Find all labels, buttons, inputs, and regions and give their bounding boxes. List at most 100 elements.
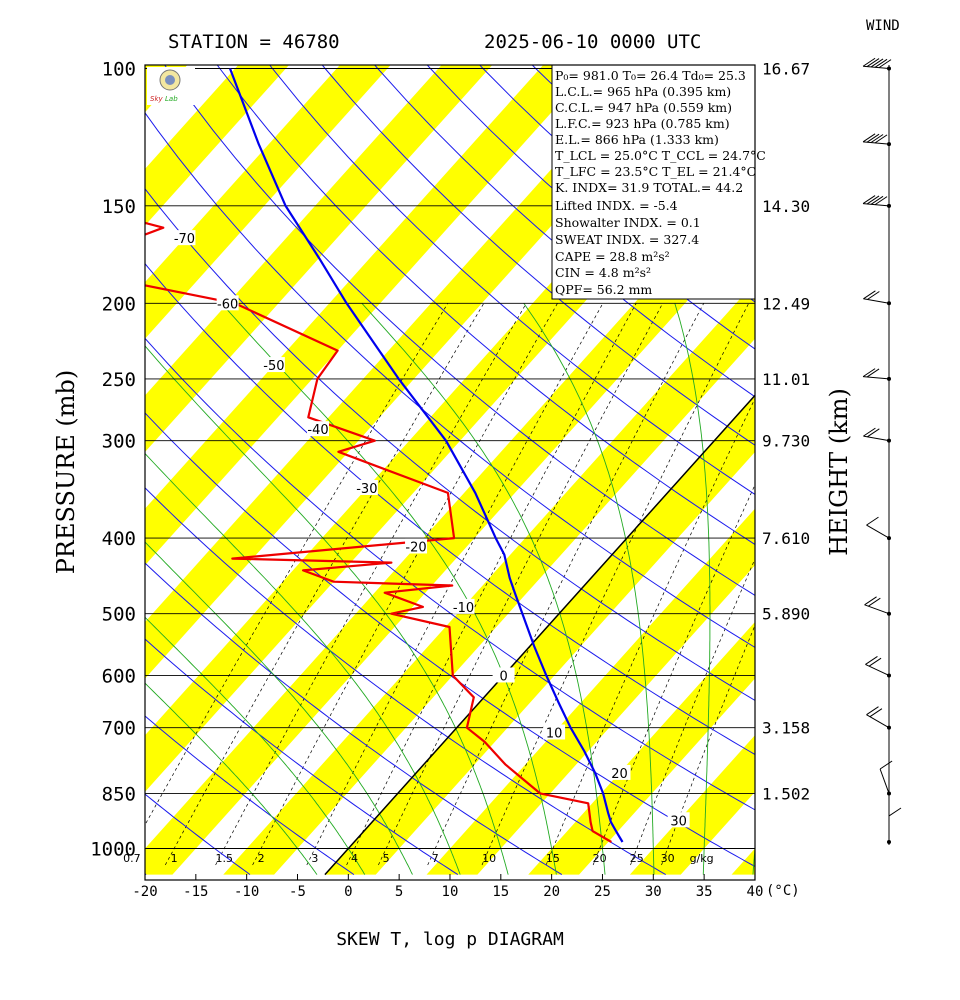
wind-barb-feather xyxy=(862,195,876,205)
height-tick-label: 14.30 xyxy=(762,197,810,216)
isotherm-label: -60 xyxy=(217,297,238,312)
height-tick-label: 1.502 xyxy=(762,784,810,803)
wind-barb-feather xyxy=(867,291,880,300)
wind-barb-feather xyxy=(866,368,880,378)
svg-text:Lab: Lab xyxy=(165,95,178,103)
mixing-ratio-label: 30 xyxy=(661,852,675,865)
mixing-ratio-label: 1 xyxy=(171,852,178,865)
station-title: STATION = 46780 xyxy=(168,31,340,53)
isotherm-label: -20 xyxy=(405,540,426,555)
wind-barb-shaft xyxy=(863,298,890,304)
axis-ticks xyxy=(144,874,756,880)
wind-barb-feather xyxy=(866,706,879,716)
wind-barb-feather xyxy=(878,59,892,69)
mixing-ratio-line xyxy=(164,303,485,866)
wind-barb-shaft xyxy=(865,664,890,676)
isotherm-label: 20 xyxy=(611,767,628,782)
wind-barb-feather xyxy=(862,368,876,378)
dry-adiabat xyxy=(145,187,755,702)
height-tick-label: 7.610 xyxy=(762,529,810,548)
dry-adiabat xyxy=(858,33,960,875)
isotherm-label-bg xyxy=(216,295,239,311)
index-lcl: L.C.L.= 965 hPa (0.395 km) xyxy=(555,84,731,99)
isotherm-label: 10 xyxy=(546,726,563,741)
isotherm-label: -50 xyxy=(263,359,284,374)
isotherm-label-bg xyxy=(405,538,428,554)
temperature-tick-label: 30 xyxy=(645,884,662,900)
temperature-trace xyxy=(228,68,624,843)
dry-adiabat xyxy=(145,262,755,756)
datetime-title: 2025-06-10 0000 UTC xyxy=(484,31,701,53)
wind-title: WIND xyxy=(866,18,900,34)
mixing-ratio-label: 3 xyxy=(311,852,318,865)
dry-adiabats xyxy=(0,33,960,876)
mixing-ratio-label: 25 xyxy=(630,852,644,865)
zero-isotherm xyxy=(324,394,755,876)
wind-barb-feather xyxy=(870,134,884,143)
wind-barb-shaft xyxy=(864,604,890,615)
wind-barb-feather xyxy=(888,807,902,817)
wind-barb-feather xyxy=(866,195,880,205)
wind-barb-feather xyxy=(867,428,880,438)
isotherm-band xyxy=(145,168,755,875)
moist-adiabat xyxy=(652,848,655,875)
height-tick-label: 16.67 xyxy=(762,60,810,79)
wind-barb-feather xyxy=(870,58,884,68)
dry-adiabat xyxy=(145,638,459,876)
temperature-tick-label: -15 xyxy=(183,884,208,900)
moist-adiabat xyxy=(347,848,366,875)
height-tick-label: 12.49 xyxy=(762,294,810,313)
wind-barb-feather xyxy=(869,708,883,718)
wind-column xyxy=(862,57,902,845)
y-axis-title: PRESSURE (mb) xyxy=(52,370,80,575)
pressure-tick-label: 600 xyxy=(102,665,136,687)
pressure-tick-label: 250 xyxy=(102,369,136,391)
dry-adiabat xyxy=(145,562,563,876)
mixing-ratio-labels: 0.7 1 1.5 2 3 4 5 7 10 15 20 25 30 g/kg xyxy=(123,852,714,865)
index-showalter: Showalter INDX. = 0.1 xyxy=(555,215,701,230)
indices-box xyxy=(551,64,756,300)
mixing-ratio-line xyxy=(481,303,750,866)
temperature-tick-label: 25 xyxy=(594,884,611,900)
moist-adiabat xyxy=(551,848,557,875)
temperature-tick-label: 15 xyxy=(492,884,509,900)
pressure-tick-label: 850 xyxy=(102,783,136,805)
index-li: Lifted INDX. = -5.4 xyxy=(555,198,678,213)
isotherm-label: -40 xyxy=(307,423,328,438)
isotherm-band xyxy=(528,621,755,875)
temperature-tick-label: 0 xyxy=(344,884,352,900)
dry-adiabat xyxy=(756,33,960,875)
isotherm-band xyxy=(0,33,13,875)
dewpoint-trace xyxy=(145,221,612,843)
index-k: K. INDX= 31.9 TOTAL.= 44.2 xyxy=(555,180,743,195)
mixing-ratio-label: 4 xyxy=(351,852,358,865)
mixing-ratio-label: 10 xyxy=(482,852,496,865)
isotherm-label: -80 xyxy=(122,176,143,191)
mixing-ratio-line xyxy=(545,397,755,866)
mixing-ratio-label: 0.7 xyxy=(123,852,141,865)
index-cape: CAPE = 28.8 m²s² xyxy=(555,249,670,264)
logo: Sky Lab xyxy=(147,67,195,105)
dry-adiabat xyxy=(145,337,755,811)
dry-adiabat xyxy=(909,33,960,875)
wind-barb-shaft xyxy=(863,435,890,442)
height-axis: 16.67 14.30 12.49 11.01 9.730 7.610 5.890 3.158… xyxy=(762,60,810,804)
index-lfc: L.F.C.= 923 hPa (0.785 km) xyxy=(555,116,730,131)
dry-adiabat xyxy=(0,33,42,875)
mixing-ratio-label: 15 xyxy=(546,852,560,865)
wind-barb-feather xyxy=(868,657,882,667)
wind-barb-feather xyxy=(865,656,878,665)
index-t1: T_LCL = 25.0°C T_CCL = 24.7°C xyxy=(555,148,766,163)
index-el: E.L.= 866 hPa (1.333 km) xyxy=(555,132,719,147)
isotherm-label-bg xyxy=(608,764,631,780)
isotherm-label-bg xyxy=(492,667,515,683)
wind-barb-feather xyxy=(866,58,880,67)
isotherm-label-bg xyxy=(543,724,566,740)
moist-adiabat xyxy=(500,848,509,875)
moist-adiabat xyxy=(398,848,413,875)
wind-barb-feather xyxy=(879,760,893,770)
mixing-ratio-label: 20 xyxy=(593,852,607,865)
pressure-tick-label: 100 xyxy=(102,59,136,81)
wind-barb-feather xyxy=(862,57,876,67)
wind-barb-feather xyxy=(874,196,888,206)
